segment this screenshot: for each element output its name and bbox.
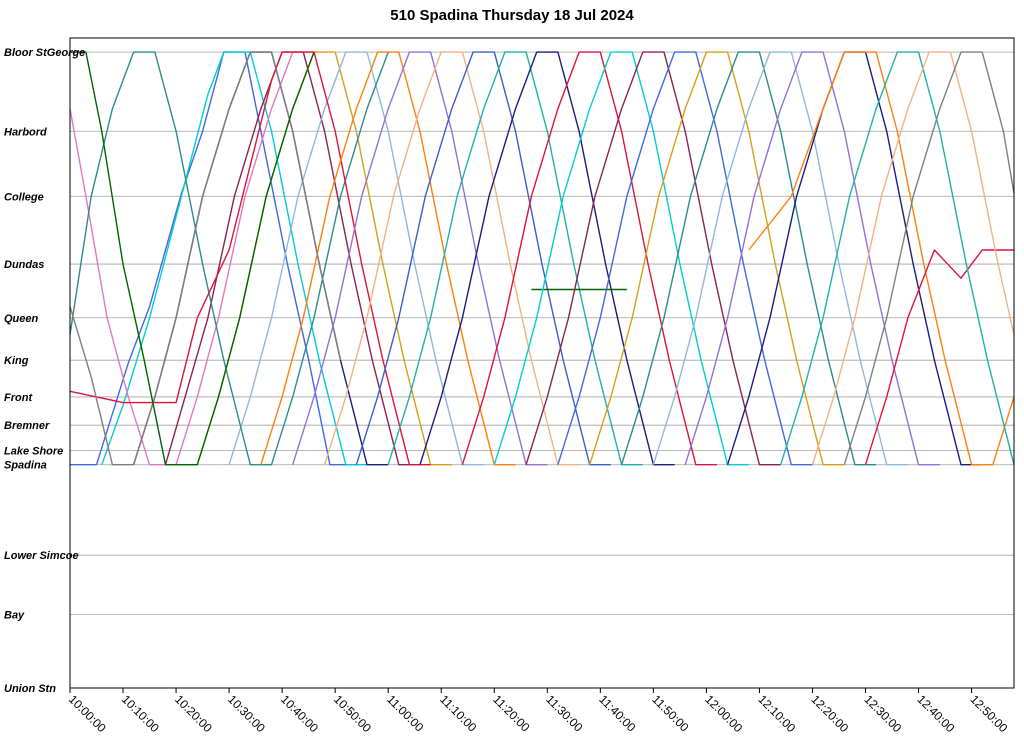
x-tick-label: 12:30:00 (861, 692, 904, 735)
x-tick-label: 10:50:00 (331, 692, 374, 735)
series-line (726, 51, 983, 466)
series-line (69, 51, 342, 466)
series-line (419, 51, 675, 466)
chart-title: 510 Spadina Thursday 18 Jul 2024 (390, 7, 634, 24)
x-tick-label: 11:30:00 (543, 692, 586, 735)
stop-label: Spadina (4, 460, 47, 472)
series-line (69, 51, 314, 466)
stop-label: King (4, 355, 29, 367)
series-line (461, 51, 717, 466)
series-line (652, 51, 908, 466)
series-line (387, 51, 643, 466)
series-line (69, 51, 431, 466)
x-tick-label: 12:20:00 (808, 692, 851, 735)
stop-label: Front (4, 392, 33, 404)
series-line (323, 51, 580, 466)
series-line (589, 51, 845, 466)
x-tick-label: 10:30:00 (225, 692, 268, 735)
x-tick-label: 10:10:00 (119, 692, 162, 735)
stop-label: Union Stn (4, 683, 56, 695)
x-tick-label: 11:20:00 (490, 692, 533, 735)
x-tick-label: 12:50:00 (967, 692, 1010, 735)
stop-label: Lake Shore (4, 446, 63, 458)
series-line (843, 51, 1015, 465)
x-tick-label: 12:00:00 (702, 692, 745, 735)
stop-labels: Bloor StGeorge Harbord College Dundas Queen K… (4, 47, 85, 695)
series-line (292, 51, 548, 466)
series-line (557, 51, 813, 466)
x-tick-label: 10:40:00 (278, 692, 321, 735)
series-line (493, 51, 749, 466)
stop-label: Dundas (4, 259, 44, 271)
stop-label: Lower Simcoe (4, 550, 79, 562)
x-tick-label: 11:00:00 (384, 692, 427, 735)
series-line (748, 51, 1015, 466)
stop-label: Bremner (4, 420, 50, 432)
x-tick-label: 11:10:00 (437, 692, 480, 735)
stop-label: Bay (4, 610, 25, 622)
plot-area-frame (69, 37, 1015, 689)
x-tick-label: 12:40:00 (914, 692, 957, 735)
x-tick-label: 12:10:00 (755, 692, 798, 735)
x-tick-label: 11:40:00 (596, 692, 639, 735)
stop-label: Harbord (4, 126, 47, 138)
series-line (101, 51, 367, 466)
series-line (228, 51, 484, 466)
series-line (684, 51, 940, 466)
series-line (70, 51, 357, 466)
x-tick-labels: 10:00:00 10:10:00 10:20:00 10:30:00 10:40:00… (66, 688, 1011, 735)
series-lines (69, 51, 1015, 466)
series-line (355, 51, 611, 466)
stop-label: Queen (4, 313, 39, 325)
x-tick-label: 10:00:00 (66, 692, 109, 735)
series-line (69, 51, 389, 466)
series-line (525, 51, 781, 466)
series-line (260, 51, 516, 466)
stop-label: College (4, 191, 44, 203)
series-line (811, 51, 1015, 465)
stop-label: Bloor StGeorge (4, 47, 85, 59)
series-line (864, 249, 1014, 465)
series-line (70, 51, 315, 466)
series-line (780, 51, 1015, 465)
x-tick-label: 11:50:00 (649, 692, 692, 735)
series-line (620, 51, 877, 466)
x-tick-label: 10:20:00 (172, 692, 215, 735)
